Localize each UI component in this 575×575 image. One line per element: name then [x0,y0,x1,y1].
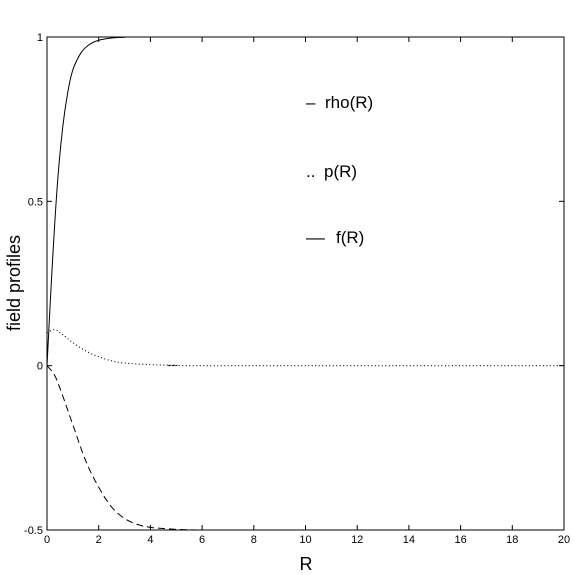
x-tick-label: 20 [558,534,570,546]
legend-marker-3: –– [306,228,325,247]
y-tick-label: 1 [37,32,43,44]
x-tick-label: 10 [299,534,311,546]
x-axis-label: R [300,554,313,574]
x-tick-label: 12 [351,534,363,546]
legend-label-2: p(R) [324,162,357,181]
legend-marker-2: .. [306,162,315,181]
legend-label-3: f(R) [336,228,364,247]
y-tick-label: -0.5 [24,525,43,537]
series-group [46,36,565,531]
legend: – rho(R).. p(R) –– f(R) [306,93,373,247]
x-tick-label: 18 [506,534,518,546]
tick-labels: 0 2 4 6 8 10 12 14 16 18 20-0.500.51 [24,32,570,546]
y-axis-label: field profiles [4,235,24,331]
y-tick-label: 0.5 [28,196,43,208]
x-tick-label: 4 [147,534,153,546]
y-tick-label: 0 [37,361,43,373]
x-tick-label: 0 [44,534,50,546]
legend-label-1: rho(R) [325,93,373,112]
ticks [46,36,565,531]
series-line-1 [46,36,565,366]
x-tick-label: 14 [403,534,415,546]
legend-marker-1: – [306,93,316,112]
series-line-2 [46,328,565,367]
x-tick-label: 6 [199,534,205,546]
x-tick-label: 2 [96,534,102,546]
x-tick-label: 16 [454,534,466,546]
x-tick-label: 8 [251,534,257,546]
series-line-3 [46,365,228,531]
